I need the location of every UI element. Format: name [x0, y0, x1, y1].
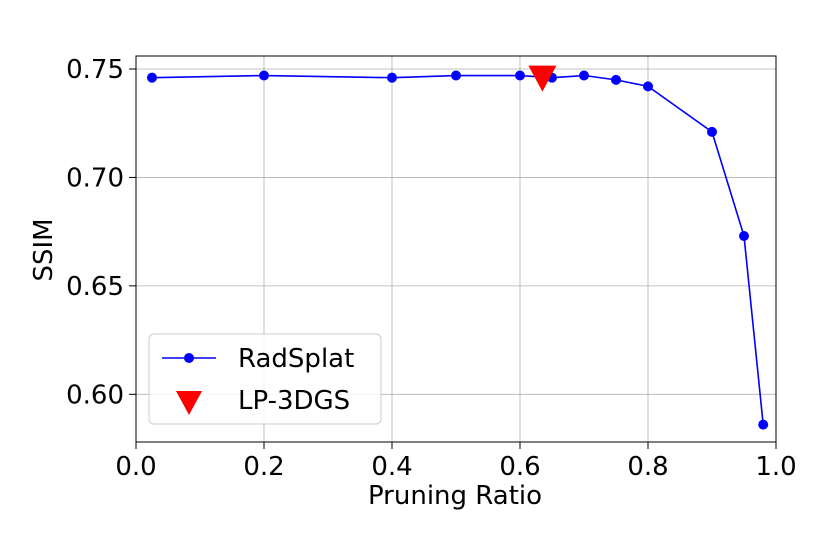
- legend-radsplat-marker: [184, 353, 194, 363]
- legend-box: [148, 333, 382, 425]
- radsplat-point: [147, 72, 157, 83]
- radsplat-point: [579, 70, 589, 81]
- radsplat-point: [451, 70, 461, 81]
- x-tick-label: 0.2: [243, 452, 284, 482]
- radsplat-point: [707, 126, 717, 137]
- y-tick-label: 0.65: [66, 272, 124, 302]
- radsplat-point: [259, 70, 269, 81]
- y-tick-label: 0.70: [66, 163, 124, 193]
- series-layer: [147, 65, 769, 430]
- radsplat-point: [643, 81, 653, 92]
- x-tick-label: 0.0: [115, 452, 156, 482]
- legend-lp3dgs-label: LP-3DGS: [238, 386, 350, 416]
- x-tick-label: 0.4: [371, 452, 412, 482]
- radsplat-point: [611, 74, 621, 85]
- x-tick-label: 0.8: [627, 452, 668, 482]
- y-tick-label: 0.75: [66, 55, 124, 85]
- x-tick-label: 1.0: [755, 452, 796, 482]
- plot-frame: [135, 55, 777, 443]
- radsplat-point: [387, 72, 397, 83]
- radsplat-point: [739, 230, 749, 241]
- legend: RadSplat LP-3DGS: [148, 333, 382, 425]
- y-tick-label: 0.60: [66, 380, 124, 410]
- legend-lp3dgs-marker: [176, 391, 202, 415]
- radsplat-line: [151, 74, 764, 425]
- radsplat-point: [758, 419, 769, 430]
- lp3dgs-point: [528, 65, 557, 92]
- plot-border: [135, 55, 777, 443]
- legend-radsplat-label: RadSplat: [238, 344, 354, 374]
- y-axis-title: SSIM: [29, 218, 59, 281]
- x-axis-title: Pruning Ratio: [368, 481, 542, 511]
- radsplat-point: [515, 70, 525, 81]
- y-axis-ticks: 0.60 0.65 0.70 0.75: [66, 55, 136, 410]
- x-tick-label: 0.6: [499, 452, 540, 482]
- x-axis-ticks: 0.0 0.2 0.4 0.6 0.8 1.0: [115, 442, 797, 482]
